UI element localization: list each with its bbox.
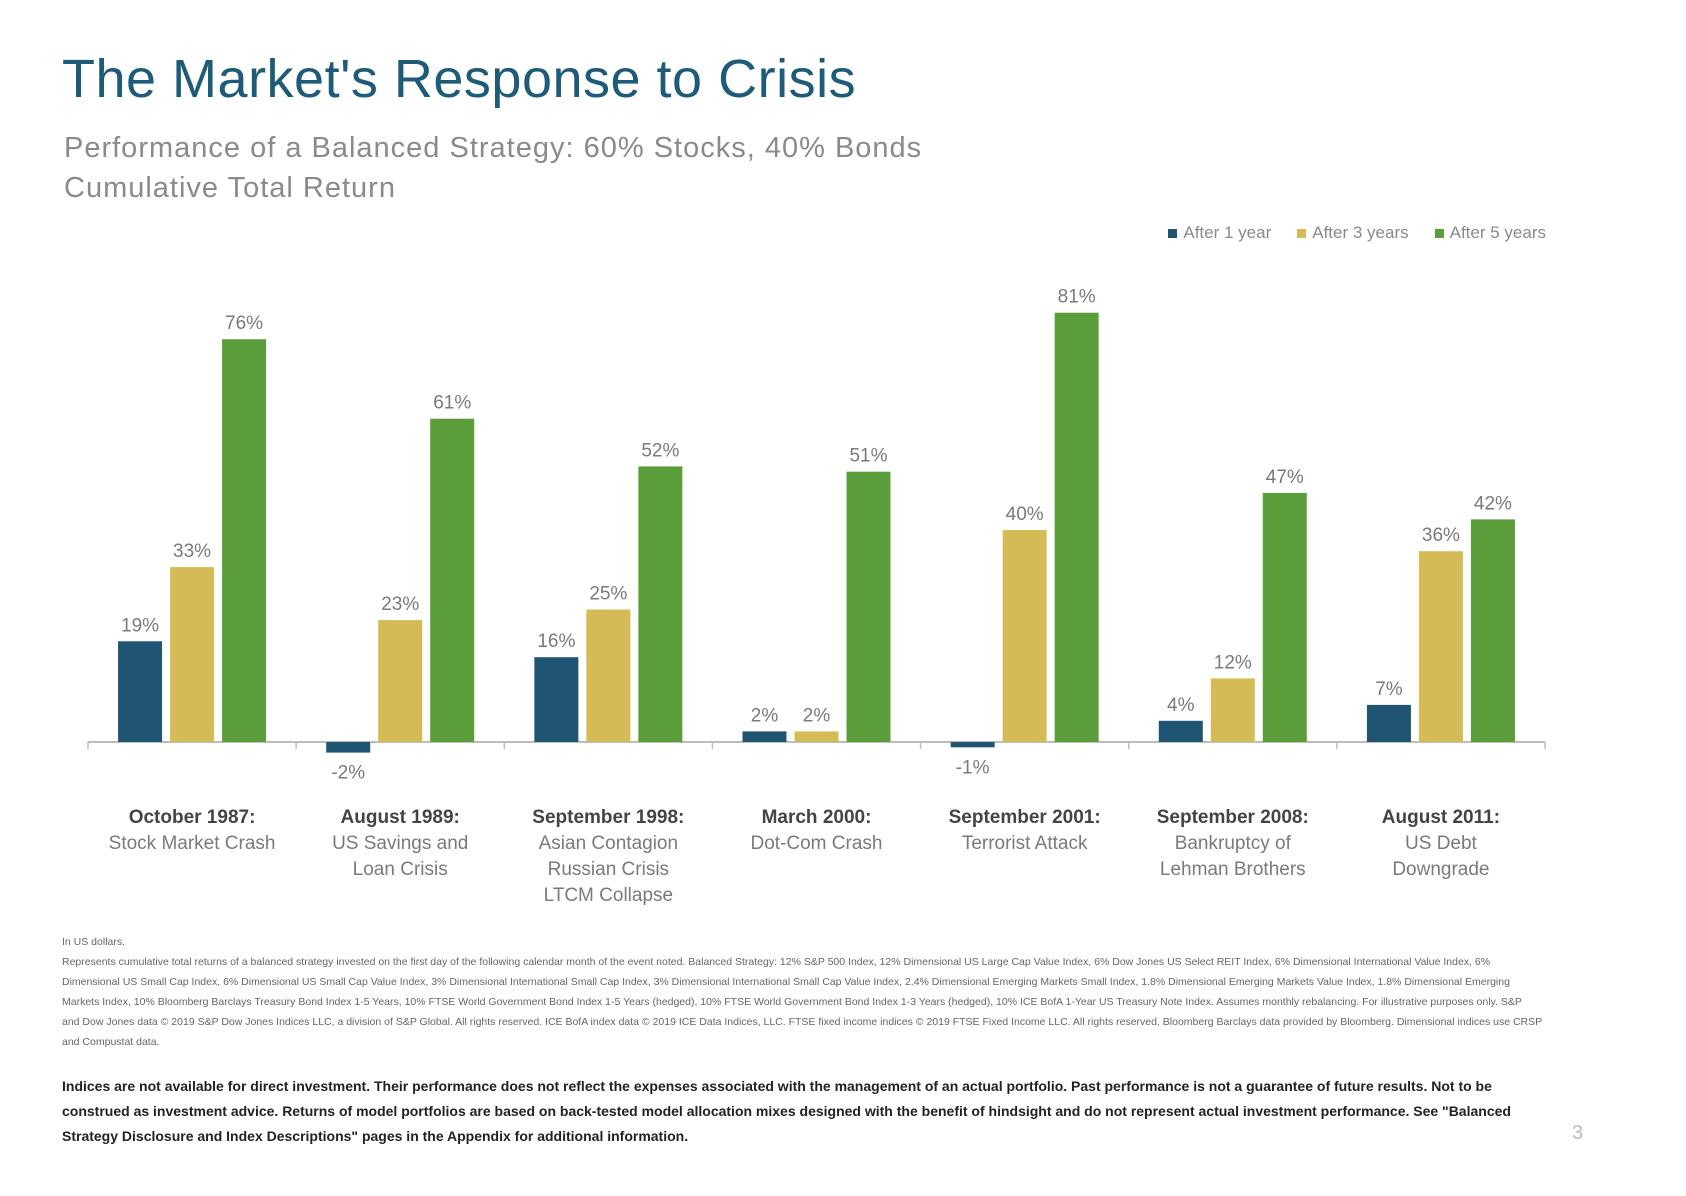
data-label-3-years: 23% — [381, 594, 419, 615]
chart-subtitle: Performance of a Balanced Strategy: 60% … — [64, 132, 923, 164]
data-label-5-years: 61% — [433, 393, 471, 414]
bar-5-years — [1054, 312, 1099, 742]
bar-3-years — [170, 567, 215, 742]
bar-1-year — [326, 742, 371, 753]
bar-1-year — [742, 731, 787, 742]
category-label-event: US Debt — [1405, 833, 1477, 854]
data-label-3-years: 36% — [1422, 525, 1460, 546]
data-label-5-years: 51% — [849, 446, 887, 467]
category-label-date: August 2011: — [1381, 807, 1501, 828]
category-label-event: Loan Crisis — [352, 859, 448, 880]
bar-1-year — [118, 641, 163, 742]
category-label-event: US Savings and — [332, 833, 469, 854]
bar-3-years — [1418, 551, 1463, 742]
legend-label-3-years: After 3 years — [1312, 223, 1409, 242]
legend-swatch-5-years — [1434, 228, 1444, 238]
category-label: October 1987: Stock Market Crash — [92, 805, 292, 857]
bar-3-years — [794, 731, 839, 742]
category-label-date: September 2008: — [1156, 807, 1309, 828]
category-label-event: Terrorist Attack — [961, 833, 1088, 854]
category-label: August 2011: US Debt Downgrade — [1341, 805, 1541, 883]
legend-label-5-years: After 5 years — [1449, 223, 1546, 242]
footnote-methodology: Represents cumulative total returns of a… — [62, 956, 1542, 1048]
data-label-5-years: 52% — [641, 440, 679, 461]
category-label-date: September 2001: — [948, 807, 1101, 828]
data-label-3-years: 40% — [1006, 504, 1044, 525]
bar-3-years — [1210, 678, 1255, 742]
data-label-5-years: 81% — [1058, 287, 1096, 308]
data-label-5-years: 76% — [225, 313, 263, 334]
data-label-1-year: 16% — [537, 631, 575, 652]
category-label: September 1998: Asian Contagion Russian Cr… — [508, 805, 708, 909]
category-label-date: September 1998: — [532, 807, 685, 828]
data-label-3-years: 33% — [173, 541, 211, 562]
bar-3-years — [1002, 530, 1047, 742]
data-label-3-years: 25% — [589, 584, 627, 605]
footnotes: In US dollars. Represents cumulative tot… — [62, 932, 1542, 1052]
page-title: The Market's Response to Crisis — [62, 49, 857, 109]
legend-item-1-year: After 1 year — [1168, 223, 1271, 243]
bar-chart: 19% 33% 76% -2% 23% 61% 16% 25% 52% 2% 2% 51% -1% 40%… — [87, 287, 1546, 784]
category-label: August 1989: US Savings and Loan Crisis — [300, 805, 500, 883]
page-number: 3 — [1572, 1122, 1584, 1144]
category-label: September 2008: Bankruptcy of Lehman Broth… — [1133, 805, 1333, 883]
category-label: March 2000: Dot-Com Crash — [717, 805, 917, 857]
bar-5-years — [430, 418, 475, 742]
bar-3-years — [586, 609, 631, 742]
legend-swatch-1-year — [1168, 228, 1178, 238]
bar-1-year — [950, 742, 995, 748]
category-label-event: LTCM Collapse — [543, 885, 674, 906]
category-label-event: Downgrade — [1392, 859, 1490, 880]
disclaimer: Indices are not available for direct inv… — [62, 1078, 1511, 1144]
bar-1-year — [1158, 720, 1203, 742]
data-label-5-years: 47% — [1266, 467, 1304, 488]
category-label-event: Stock Market Crash — [108, 833, 276, 854]
legend-swatch-3-years — [1297, 228, 1307, 238]
category-label: September 2001: Terrorist Attack — [925, 805, 1125, 857]
data-label-3-years: 2% — [803, 705, 831, 726]
bar-5-years — [222, 339, 267, 742]
bar-5-years — [638, 466, 683, 742]
bar-5-years — [846, 471, 891, 742]
category-label-event: Asian Contagion — [538, 833, 679, 854]
category-label-event: Russian Crisis — [547, 859, 670, 880]
category-label-event: Bankruptcy of — [1174, 833, 1291, 854]
data-label-1-year: -1% — [956, 757, 990, 778]
data-label-1-year: 2% — [751, 705, 779, 726]
chart-legend: After 1 year After 3 years After 5 years — [1168, 223, 1546, 243]
data-label-1-year: 4% — [1167, 695, 1195, 716]
category-label-date: October 1987: — [128, 807, 256, 828]
data-label-1-year: -2% — [331, 763, 365, 784]
chart-subtitle-return: Cumulative Total Return — [64, 172, 396, 204]
category-label-event: Dot-Com Crash — [750, 833, 883, 854]
category-label-date: August 1989: — [340, 807, 460, 828]
data-label-5-years: 42% — [1474, 493, 1512, 514]
category-label-date: March 2000: — [761, 807, 872, 828]
legend-item-3-years: After 3 years — [1297, 223, 1409, 243]
bar-1-year — [534, 657, 579, 742]
data-label-1-year: 7% — [1375, 679, 1403, 700]
bar-1-year — [1366, 704, 1411, 742]
legend-label-1-year: After 1 year — [1183, 223, 1272, 242]
legend-item-5-years: After 5 years — [1434, 223, 1546, 243]
bar-3-years — [378, 620, 423, 742]
category-label-event: Lehman Brothers — [1159, 859, 1306, 880]
bar-5-years — [1470, 519, 1515, 742]
data-label-1-year: 19% — [121, 615, 159, 636]
bar-5-years — [1262, 492, 1307, 742]
footnote-currency: In US dollars. — [62, 936, 126, 948]
data-label-3-years: 12% — [1214, 652, 1252, 673]
